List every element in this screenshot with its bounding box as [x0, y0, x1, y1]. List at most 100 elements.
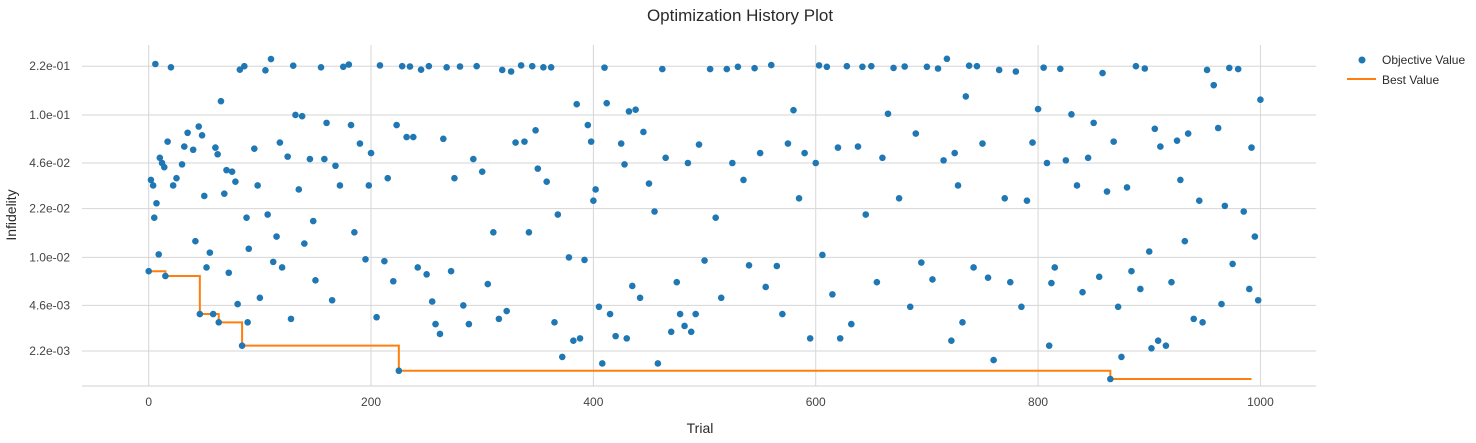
objective-value-point[interactable] [640, 128, 647, 136]
objective-value-point[interactable] [339, 63, 347, 71]
objective-value-point[interactable] [1145, 248, 1153, 255]
objective-value-point[interactable] [1118, 353, 1125, 361]
objective-value-point[interactable] [1240, 208, 1248, 215]
objective-value-point[interactable] [965, 62, 973, 69]
objective-value-point[interactable] [490, 229, 497, 236]
objective-value-point[interactable] [406, 63, 414, 70]
objective-value-point[interactable] [1195, 197, 1203, 205]
objective-value-point[interactable] [929, 276, 936, 283]
objective-value-point[interactable] [762, 283, 770, 291]
objective-value-point[interactable] [1214, 124, 1222, 132]
objective-value-point[interactable] [1177, 176, 1184, 184]
objective-value-point[interactable] [147, 176, 155, 184]
objective-value-point[interactable] [192, 237, 199, 245]
objective-value-point[interactable] [393, 121, 400, 129]
objective-value-point[interactable] [432, 320, 439, 328]
objective-value-point[interactable] [223, 166, 230, 174]
objective-value-point[interactable] [184, 129, 191, 137]
objective-value-point[interactable] [232, 178, 239, 185]
objective-value-point[interactable] [806, 335, 814, 342]
objective-value-point[interactable] [654, 360, 662, 367]
objective-value-point[interactable] [1248, 144, 1255, 151]
objective-value-point[interactable] [862, 211, 870, 218]
objective-value-point[interactable] [1068, 111, 1075, 118]
objective-value-point[interactable] [543, 178, 550, 185]
objective-value-point[interactable] [470, 155, 477, 163]
objective-value-point[interactable] [819, 251, 826, 259]
objective-value-point[interactable] [943, 55, 951, 63]
objective-value-point[interactable] [1006, 278, 1014, 286]
objective-value-point[interactable] [1084, 154, 1092, 162]
objective-value-point[interactable] [1018, 303, 1025, 311]
objective-value-point[interactable] [984, 274, 992, 282]
objective-value-point[interactable] [570, 337, 577, 345]
objective-value-point[interactable] [751, 64, 758, 72]
objective-value-point[interactable] [1254, 296, 1262, 304]
objective-value-point[interactable] [1154, 337, 1162, 345]
objective-value-point[interactable] [1034, 105, 1042, 113]
objective-value-point[interactable] [152, 60, 159, 68]
objective-value-point[interactable] [217, 97, 225, 105]
objective-value-point[interactable] [254, 182, 261, 189]
objective-value-point[interactable] [1148, 344, 1155, 352]
objective-value-point[interactable] [323, 119, 330, 127]
objective-value-point[interactable] [659, 65, 666, 73]
objective-value-point[interactable] [1221, 202, 1229, 210]
objective-value-point[interactable] [243, 214, 250, 221]
objective-value-point[interactable] [595, 303, 603, 311]
objective-value-point[interactable] [729, 159, 736, 167]
objective-value-point[interactable] [1110, 138, 1117, 145]
objective-value-point[interactable] [395, 367, 403, 375]
objective-value-point[interactable] [601, 64, 608, 71]
objective-value-point[interactable] [790, 106, 797, 114]
objective-value-point[interactable] [301, 240, 308, 247]
objective-value-point[interactable] [712, 214, 719, 221]
objective-value-point[interactable] [584, 121, 592, 129]
objective-value-point[interactable] [203, 264, 210, 271]
objective-value-point[interactable] [1210, 81, 1218, 89]
objective-value-point[interactable] [534, 165, 542, 172]
objective-value-point[interactable] [276, 139, 284, 146]
objective-value-point[interactable] [565, 254, 573, 261]
objective-value-point[interactable] [1128, 267, 1135, 275]
objective-value-point[interactable] [701, 257, 708, 264]
objective-value-point[interactable] [409, 133, 417, 141]
objective-value-point[interactable] [1257, 96, 1264, 104]
objective-value-point[interactable] [284, 153, 291, 160]
objective-value-point[interactable] [234, 300, 241, 308]
objective-value-point[interactable] [215, 319, 223, 326]
objective-value-point[interactable] [460, 302, 467, 309]
objective-value-point[interactable] [1057, 65, 1064, 73]
objective-value-point[interactable] [673, 278, 681, 286]
objective-value-point[interactable] [376, 62, 384, 69]
objective-value-point[interactable] [603, 99, 611, 107]
objective-value-point[interactable] [1051, 264, 1059, 271]
objective-value-point[interactable] [823, 63, 831, 71]
objective-value-point[interactable] [145, 267, 153, 275]
objective-value-point[interactable] [1151, 125, 1159, 133]
objective-value-point[interactable] [309, 217, 317, 225]
objective-value-point[interactable] [345, 61, 353, 68]
objective-value-point[interactable] [745, 261, 753, 269]
objective-value-point[interactable] [517, 62, 525, 69]
objective-value-point[interactable] [238, 342, 246, 349]
objective-value-point[interactable] [389, 277, 397, 285]
objective-value-point[interactable] [581, 256, 588, 264]
objective-value-point[interactable] [692, 310, 699, 318]
objective-value-point[interactable] [473, 62, 480, 70]
objective-value-point[interactable] [717, 294, 725, 302]
objective-value-point[interactable] [373, 313, 380, 321]
objective-value-point[interactable] [1103, 188, 1111, 195]
objective-value-point[interactable] [812, 159, 820, 167]
objective-value-point[interactable] [384, 174, 392, 182]
objective-value-point[interactable] [298, 112, 306, 120]
objective-value-point[interactable] [356, 140, 364, 147]
objective-value-point[interactable] [979, 140, 986, 147]
objective-value-point[interactable] [834, 144, 842, 151]
objective-value-point[interactable] [632, 106, 639, 113]
objective-value-point[interactable] [918, 259, 925, 266]
legend-item-best-value[interactable]: Best Value [1347, 73, 1439, 87]
objective-value-point[interactable] [153, 199, 160, 207]
objective-value-point[interactable] [573, 100, 581, 108]
objective-value-point[interactable] [525, 229, 533, 236]
